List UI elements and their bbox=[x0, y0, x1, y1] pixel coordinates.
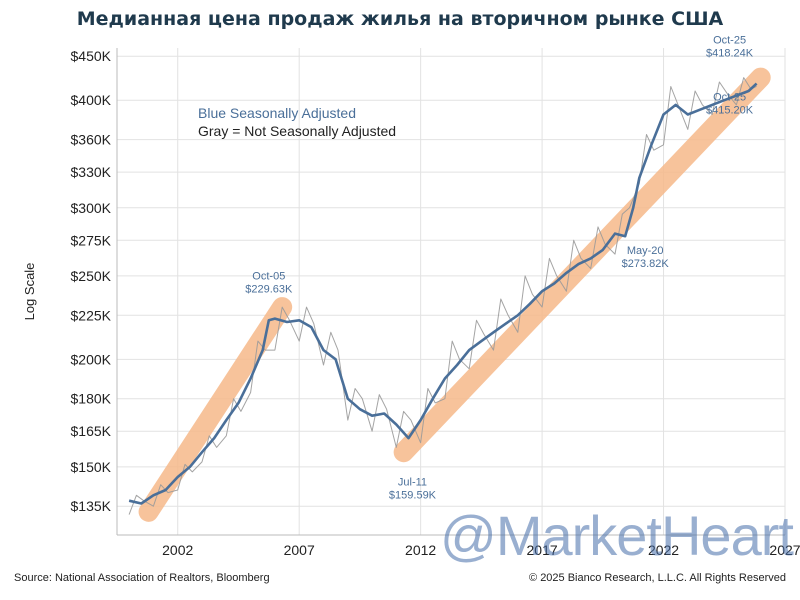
x-tick-label: 2027 bbox=[769, 542, 800, 558]
x-tick-label: 2007 bbox=[284, 542, 315, 558]
y-tick-label: $275K bbox=[71, 232, 112, 248]
highlight-band bbox=[393, 67, 771, 463]
x-tick-label: 2012 bbox=[405, 542, 436, 558]
y-tick-label: $135K bbox=[71, 498, 112, 514]
y-tick-label: $330K bbox=[71, 164, 112, 180]
annotation-value: $273.82K bbox=[622, 258, 670, 270]
y-axis-label: Log Scale bbox=[22, 263, 37, 321]
annotation-date: Oct-25 bbox=[713, 91, 746, 103]
annotation-value: $159.59K bbox=[389, 490, 437, 502]
y-tick-label: $300K bbox=[71, 200, 112, 216]
annotation-date: Jul-11 bbox=[398, 477, 427, 489]
series-line-seasonally-adjusted bbox=[128, 82, 758, 505]
y-tick-label: $200K bbox=[71, 351, 112, 367]
y-tick-label: $450K bbox=[71, 48, 112, 64]
annotations: Oct-05$229.63K Jul-11$159.59K May-20$273.8… bbox=[245, 35, 754, 502]
legend-entry: Blue Seasonally Adjusted bbox=[198, 105, 356, 121]
highlight-bands bbox=[138, 67, 771, 522]
y-tick-label: $250K bbox=[71, 268, 112, 284]
series-line-not-seasonally-adjusted bbox=[128, 77, 757, 515]
x-tick-label: 2002 bbox=[162, 542, 193, 558]
watermark: @MarketHeart bbox=[440, 504, 794, 567]
annotation-date: May-20 bbox=[627, 245, 664, 257]
source-note: Source: National Association of Realtors… bbox=[14, 572, 270, 584]
chart-title: Медианная цена продаж жилья на вторичном… bbox=[76, 8, 724, 30]
copyright-note: © 2025 Bianco Research, L.L.C. All Right… bbox=[529, 572, 786, 584]
annotation-value: $415.20K bbox=[706, 104, 754, 116]
y-tick-label: $165K bbox=[71, 423, 112, 439]
y-tick-label: $180K bbox=[71, 391, 112, 407]
y-tick-label: $150K bbox=[71, 459, 112, 475]
annotation-value: $418.24K bbox=[706, 48, 754, 60]
x-tick-label: 2017 bbox=[527, 542, 558, 558]
y-tick-label: $225K bbox=[71, 307, 112, 323]
legend-entry: Gray = Not Seasonally Adjusted bbox=[198, 123, 396, 139]
x-tick-label: 2022 bbox=[648, 542, 679, 558]
series-layer bbox=[128, 77, 758, 515]
annotation-value: $229.63K bbox=[245, 284, 293, 296]
annotation-date: Oct-25 bbox=[713, 35, 746, 47]
axes: $135K $150K $165K $180K $200K $225K $250K $275K… bbox=[22, 48, 800, 558]
y-tick-label: $360K bbox=[71, 132, 112, 148]
y-tick-label: $400K bbox=[71, 92, 112, 108]
legend: Blue Seasonally Adjusted Gray = Not Seaso… bbox=[198, 105, 396, 139]
highlight-band bbox=[138, 297, 293, 522]
annotation-date: Oct-05 bbox=[252, 271, 285, 283]
